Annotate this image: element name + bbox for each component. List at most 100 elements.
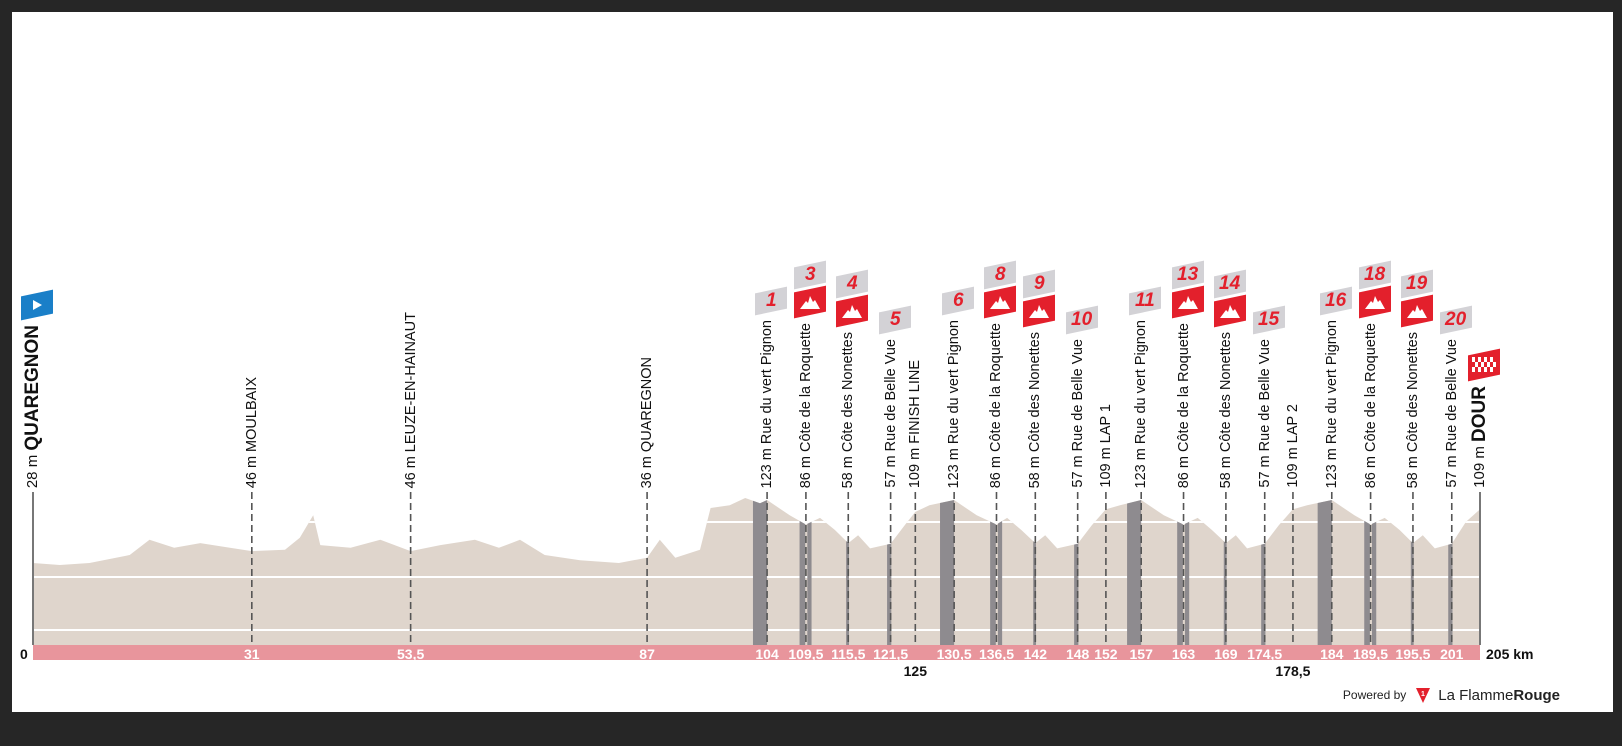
marker-label: 57 m Rue de Belle Vue <box>1070 339 1086 488</box>
route-marker: 28 m QUAREGNON <box>17 289 53 488</box>
marker-name: Côte des Nonettes <box>1027 331 1044 452</box>
marker-flags: 3 <box>793 260 826 319</box>
marker-elevation: 86 m <box>797 455 814 488</box>
route-marker: 46 m MOULBAIX <box>244 377 260 488</box>
marker-label: 57 m Rue de Belle Vue <box>1257 339 1273 488</box>
marker-label: 123 m Rue du vert Pignon <box>946 320 962 488</box>
sector-number-flag: 9 <box>1023 269 1056 299</box>
sector-number: 5 <box>889 309 900 331</box>
route-marker: 13 86 m Côte de la Roquette <box>1168 260 1204 488</box>
km-tick-label: 189,5 <box>1353 646 1389 662</box>
sector-number-flag: 18 <box>1358 260 1391 290</box>
km-tick-label: 157 <box>1129 646 1153 662</box>
route-marker: 16 123 m Rue du vert Pignon <box>1316 286 1352 488</box>
marker-flags: 18 <box>1358 260 1391 319</box>
km-tick-label: 201 <box>1440 646 1464 662</box>
sector-number-flag: 10 <box>1065 305 1098 335</box>
marker-elevation: 109 m <box>1284 447 1301 488</box>
marker-flags: 20 <box>1439 305 1472 335</box>
marker-flags: 11 <box>1129 286 1162 315</box>
marker-flags: 15 <box>1252 305 1285 335</box>
sector-number: 11 <box>1135 289 1156 311</box>
climb-mountain-icon <box>984 285 1017 319</box>
marker-label: 58 m Côte des Nonettes <box>840 332 856 488</box>
route-marker: 109 m FINISH LINE <box>907 360 923 488</box>
marker-flags: 8 <box>984 260 1017 319</box>
marker-flags: 19 <box>1400 269 1433 328</box>
powered-by: Powered by 1 La FlammeRouge <box>1343 686 1560 704</box>
marker-flags <box>21 289 53 321</box>
climb-band <box>1177 498 1183 645</box>
marker-name: FINISH LINE <box>907 359 924 444</box>
marker-elevation: 46 m <box>402 455 419 488</box>
route-marker: 15 57 m Rue de Belle Vue <box>1249 305 1285 488</box>
marker-name: Rue de Belle Vue <box>1069 339 1086 452</box>
sector-number-flag: 16 <box>1319 286 1352 315</box>
km-tick-label: 152 <box>1094 646 1118 662</box>
km-tick-label: 109,5 <box>788 646 824 662</box>
climb-mountain-icon <box>836 294 869 328</box>
sector-number: 6 <box>952 289 964 311</box>
sector-number-flag: 11 <box>1129 286 1162 315</box>
sector-number: 14 <box>1219 272 1241 294</box>
marker-name: Côte de la Roquette <box>1362 322 1379 452</box>
km-tick-label: 174,5 <box>1247 646 1283 662</box>
marker-name: LAP 1 <box>1097 404 1114 444</box>
km-tick-label: 163 <box>1171 646 1196 662</box>
climb-band <box>1127 498 1142 645</box>
marker-elevation: 123 m <box>1323 447 1340 488</box>
marker-elevation: 36 m <box>639 455 656 488</box>
sector-number: 8 <box>995 263 1006 285</box>
marker-name: LAP 2 <box>1284 404 1301 444</box>
climb-band <box>940 498 955 645</box>
sector-number-flag: 14 <box>1213 269 1246 299</box>
marker-name: Côte des Nonettes <box>1217 331 1234 452</box>
marker-flags: 6 <box>942 286 975 315</box>
route-marker: 4 58 m Côte des Nonettes <box>832 269 869 488</box>
marker-name: QUAREGNON <box>22 324 43 451</box>
marker-name: Rue du vert Pignon <box>1133 319 1150 444</box>
km-tick-label: 130,5 <box>936 646 972 662</box>
sector-number: 16 <box>1325 289 1347 311</box>
climb-band <box>1317 498 1332 645</box>
route-marker: 1 123 m Rue du vert Pignon <box>751 286 788 488</box>
marker-label: 123 m Rue du vert Pignon <box>759 320 775 488</box>
km-tick-label: 142 <box>1023 646 1047 662</box>
marker-flags: 16 <box>1319 286 1352 315</box>
marker-label: 57 m Rue de Belle Vue <box>883 339 899 488</box>
marker-label: 109 m LAP 2 <box>1285 404 1301 488</box>
marker-label: 86 m Côte de la Roquette <box>1363 323 1379 488</box>
marker-name: LEUZE-EN-HAINAUT <box>402 311 419 452</box>
route-marker: 109 m LAP 1 <box>1098 404 1114 488</box>
marker-name: Rue de Belle Vue <box>1256 339 1273 452</box>
sector-number-flag: 15 <box>1252 305 1285 335</box>
sector-number: 10 <box>1071 309 1093 331</box>
flamme-rouge-logo-icon: 1 <box>1416 688 1431 703</box>
km-tick-label: 0 <box>20 646 28 662</box>
km-bar <box>33 645 1480 660</box>
marker-elevation: 57 m <box>1256 455 1273 488</box>
climb-band <box>1261 498 1266 645</box>
marker-label: 57 m Rue de Belle Vue <box>1444 339 1460 488</box>
marker-elevation: 109 m <box>907 447 924 488</box>
climb-band <box>997 498 1003 645</box>
km-tick-label: 125 <box>903 663 927 679</box>
route-marker: 46 m LEUZE-EN-HAINAUT <box>403 312 419 488</box>
route-marker: 9 58 m Côte des Nonettes <box>1019 269 1056 488</box>
sector-number-flag: 3 <box>793 260 826 290</box>
sector-number: 1 <box>765 289 777 311</box>
marker-elevation: 58 m <box>1217 455 1234 488</box>
marker-label: 58 m Côte des Nonettes <box>1027 332 1043 488</box>
km-tick-label: 87 <box>639 646 655 662</box>
svg-text:1: 1 <box>1421 691 1425 698</box>
marker-label: 58 m Côte des Nonettes <box>1218 332 1234 488</box>
marker-flags: 10 <box>1065 305 1098 335</box>
sector-number-flag: 19 <box>1400 269 1433 299</box>
marker-name: Côte de la Roquette <box>797 322 814 452</box>
climb-band <box>799 498 806 645</box>
sector-number: 13 <box>1176 263 1199 285</box>
sector-number: 3 <box>804 263 816 285</box>
marker-elevation: 28 m <box>24 454 41 488</box>
marker-label: 58 m Côte des Nonettes <box>1405 332 1421 488</box>
